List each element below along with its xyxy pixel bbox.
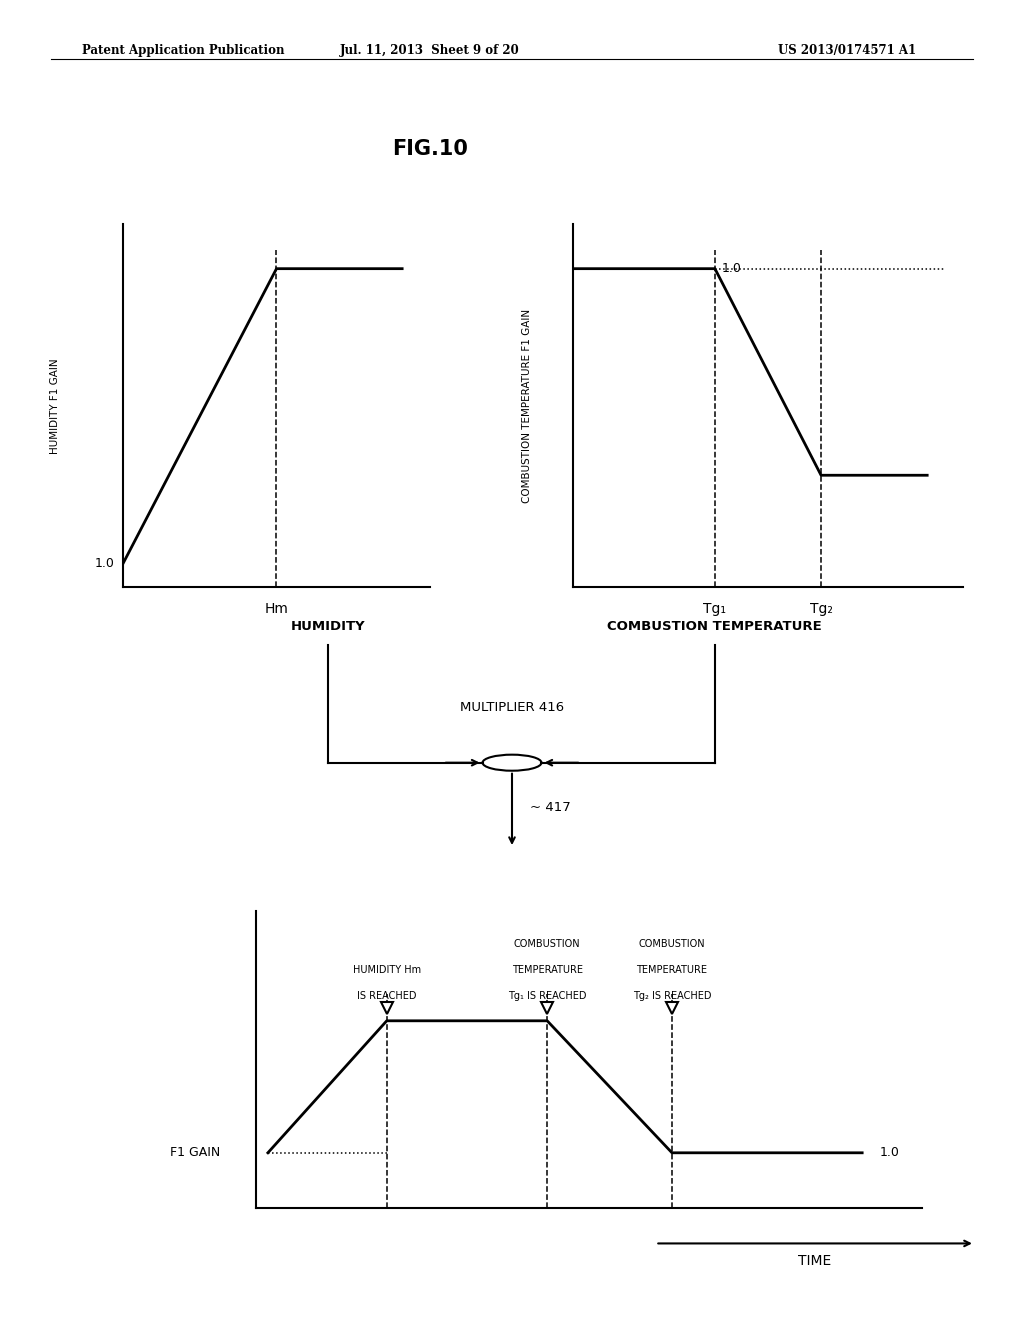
Text: 1.0: 1.0 <box>722 263 742 275</box>
Text: Patent Application Publication: Patent Application Publication <box>82 44 285 57</box>
Text: TEMPERATURE: TEMPERATURE <box>512 965 583 975</box>
Text: 1.0: 1.0 <box>94 557 115 570</box>
Text: IS REACHED: IS REACHED <box>357 990 417 1001</box>
Text: Jul. 11, 2013  Sheet 9 of 20: Jul. 11, 2013 Sheet 9 of 20 <box>340 44 520 57</box>
Text: F1 GAIN: F1 GAIN <box>170 1146 220 1159</box>
Text: MULTIPLIER 416: MULTIPLIER 416 <box>460 701 564 714</box>
Text: Tg₁ IS REACHED: Tg₁ IS REACHED <box>508 990 587 1001</box>
Text: COMBUSTION: COMBUSTION <box>514 940 581 949</box>
Text: HUMIDITY: HUMIDITY <box>291 620 365 632</box>
Text: Tg₂: Tg₂ <box>810 602 833 616</box>
Text: 1.0: 1.0 <box>880 1146 900 1159</box>
Text: HUMIDITY Hm: HUMIDITY Hm <box>352 965 421 975</box>
Text: Hm: Hm <box>264 602 289 616</box>
Text: HUMIDITY F1 GAIN: HUMIDITY F1 GAIN <box>50 358 60 454</box>
Text: COMBUSTION: COMBUSTION <box>639 940 706 949</box>
Text: TEMPERATURE: TEMPERATURE <box>637 965 708 975</box>
Text: ~ 417: ~ 417 <box>530 801 571 814</box>
Text: Tg₁: Tg₁ <box>703 602 726 616</box>
Text: US 2013/0174571 A1: US 2013/0174571 A1 <box>778 44 916 57</box>
Text: TIME: TIME <box>799 1254 831 1267</box>
Text: FIG.10: FIG.10 <box>392 139 468 158</box>
Text: COMBUSTION TEMPERATURE: COMBUSTION TEMPERATURE <box>607 620 822 632</box>
Text: Tg₂ IS REACHED: Tg₂ IS REACHED <box>633 990 712 1001</box>
Text: COMBUSTION TEMPERATURE F1 GAIN: COMBUSTION TEMPERATURE F1 GAIN <box>522 309 531 503</box>
